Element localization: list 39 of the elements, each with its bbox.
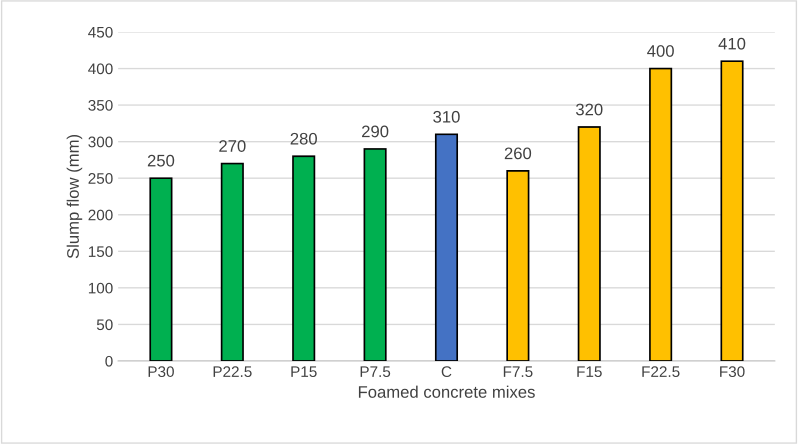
- x-tick-label: P30: [148, 366, 174, 378]
- bar: [720, 60, 744, 361]
- y-tick-label: 400: [88, 63, 113, 74]
- y-axis-title: Slump flow (mm): [66, 135, 82, 258]
- x-tick-label: F7.5: [504, 366, 533, 378]
- x-axis-title: Foamed concrete mixes: [358, 386, 535, 398]
- y-tick-label: 50: [96, 319, 113, 330]
- data-label: 310: [433, 110, 460, 123]
- bar: [649, 68, 672, 361]
- bar: [578, 126, 601, 361]
- data-label: 320: [576, 104, 603, 116]
- y-tick-label: 100: [88, 282, 113, 294]
- bar: [364, 148, 387, 361]
- bar: [434, 133, 458, 361]
- data-label: 260: [504, 147, 532, 160]
- data-label: 270: [219, 140, 246, 152]
- data-label: 410: [718, 38, 746, 50]
- y-tick-label: 150: [88, 246, 113, 257]
- x-tick-label: C: [442, 366, 452, 378]
- bar: [292, 155, 316, 361]
- x-tick-label: F30: [720, 366, 745, 378]
- data-label: 250: [148, 154, 174, 167]
- y-tick-label: 200: [88, 210, 113, 220]
- bar: [506, 170, 530, 361]
- x-tick-label: F22.5: [642, 366, 680, 378]
- y-tick-label: 450: [88, 26, 113, 38]
- bar: [220, 162, 244, 361]
- x-tick-label: P7.5: [360, 366, 390, 378]
- data-label: 280: [290, 132, 317, 145]
- bar: [149, 177, 172, 361]
- x-tick-label: P15: [291, 366, 317, 378]
- x-tick-label: F15: [577, 366, 602, 378]
- x-tick-label: P22.5: [214, 366, 252, 378]
- y-tick-label: 300: [88, 136, 113, 148]
- y-tick-label: 0: [105, 356, 113, 367]
- y-tick-label: 350: [88, 100, 113, 111]
- data-label: 290: [362, 126, 388, 138]
- y-tick-label: 250: [88, 173, 113, 184]
- data-label: 400: [647, 45, 674, 57]
